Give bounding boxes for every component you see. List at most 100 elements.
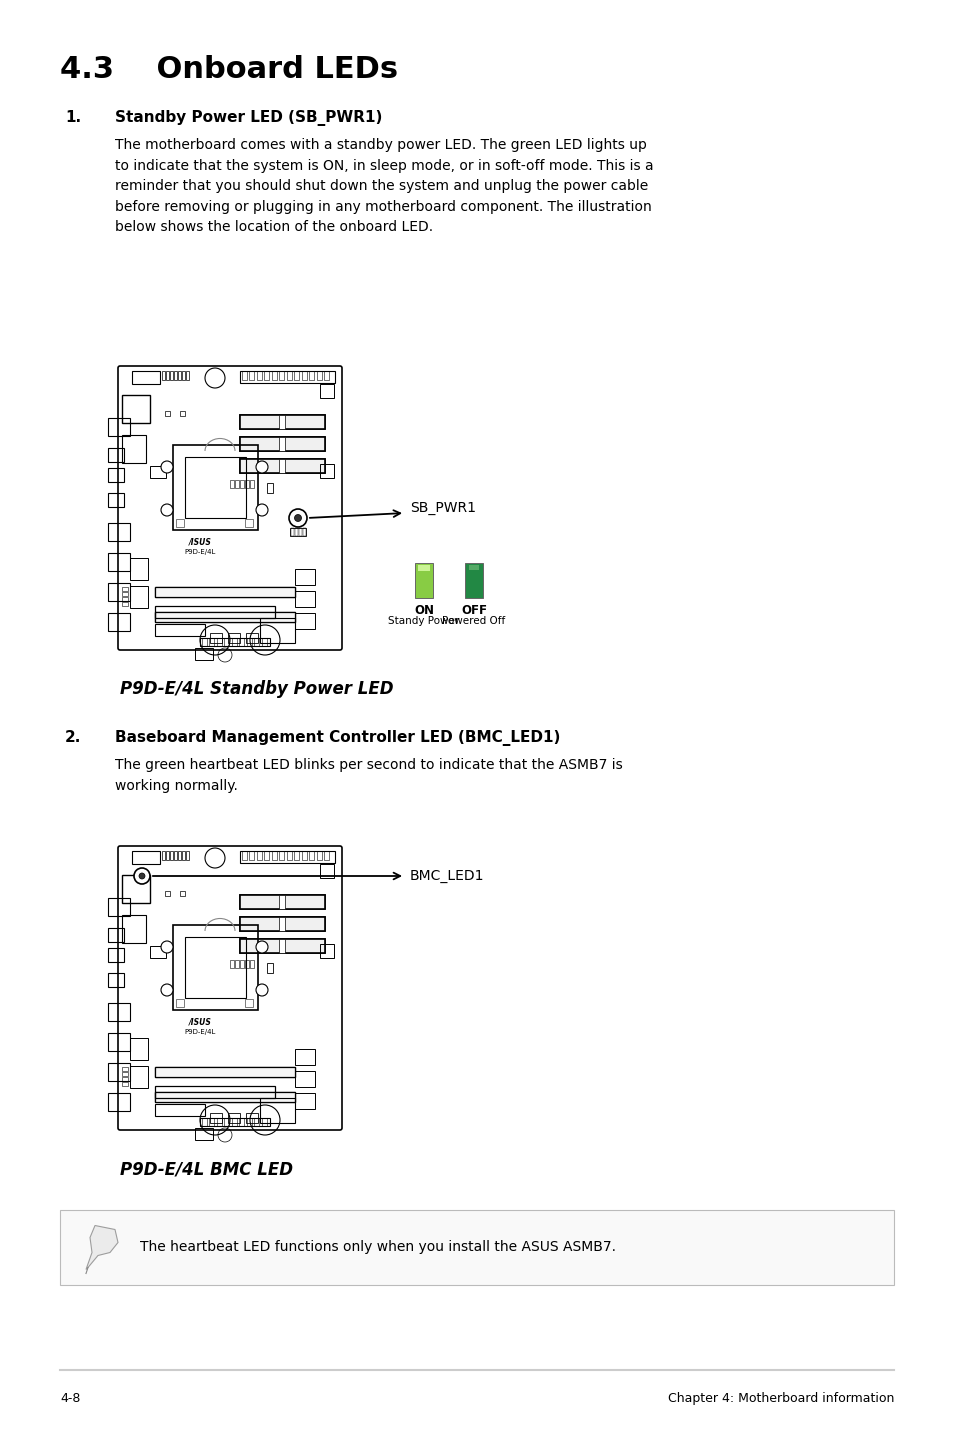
- Bar: [242, 851, 247, 860]
- Bar: [108, 582, 130, 601]
- Bar: [324, 371, 329, 380]
- Bar: [173, 371, 177, 380]
- Bar: [122, 597, 128, 601]
- Bar: [278, 894, 285, 909]
- Bar: [172, 925, 257, 1009]
- Bar: [240, 917, 325, 930]
- Bar: [162, 851, 165, 860]
- Text: P9D-E/4L Standby Power LED: P9D-E/4L Standby Power LED: [120, 680, 393, 697]
- Bar: [154, 587, 294, 597]
- Circle shape: [255, 940, 268, 953]
- Bar: [172, 444, 257, 531]
- Bar: [108, 1002, 130, 1021]
- Bar: [250, 961, 253, 968]
- Text: BMC_LED1: BMC_LED1: [410, 869, 484, 883]
- Bar: [319, 943, 334, 958]
- Bar: [165, 892, 170, 896]
- Bar: [210, 638, 214, 646]
- Bar: [464, 564, 482, 598]
- Bar: [240, 437, 325, 452]
- Bar: [239, 638, 244, 646]
- Bar: [291, 528, 294, 536]
- Bar: [165, 411, 170, 416]
- Bar: [309, 371, 314, 380]
- Bar: [154, 1104, 205, 1116]
- Bar: [224, 638, 230, 646]
- Bar: [108, 554, 130, 571]
- Bar: [108, 974, 124, 986]
- Bar: [108, 1063, 130, 1081]
- Bar: [240, 894, 325, 909]
- Bar: [122, 874, 150, 903]
- Bar: [108, 948, 124, 962]
- Bar: [278, 416, 285, 429]
- Bar: [210, 1113, 222, 1123]
- Bar: [469, 565, 478, 569]
- Text: Chapter 4: Motherboard information: Chapter 4: Motherboard information: [667, 1392, 893, 1405]
- Bar: [272, 371, 276, 380]
- Bar: [319, 464, 334, 477]
- Text: Standy Power: Standy Power: [388, 615, 459, 626]
- Bar: [245, 999, 253, 1007]
- Bar: [294, 613, 314, 628]
- Circle shape: [161, 503, 172, 516]
- Bar: [150, 946, 166, 958]
- Bar: [319, 864, 334, 879]
- Bar: [324, 851, 329, 860]
- Polygon shape: [86, 1225, 118, 1270]
- Text: The motherboard comes with a standby power LED. The green LED lights up
to indic: The motherboard comes with a standby pow…: [115, 138, 653, 234]
- Text: SB_PWR1: SB_PWR1: [410, 500, 476, 515]
- Bar: [240, 894, 325, 909]
- Bar: [246, 1113, 257, 1123]
- Bar: [194, 1127, 213, 1140]
- Bar: [170, 851, 172, 860]
- Bar: [250, 371, 254, 380]
- Bar: [294, 1048, 314, 1066]
- Bar: [240, 416, 325, 429]
- Text: /ISUS: /ISUS: [189, 538, 212, 546]
- Bar: [309, 851, 314, 860]
- Bar: [240, 939, 325, 953]
- Text: 1.: 1.: [65, 109, 81, 125]
- Bar: [108, 418, 130, 436]
- Bar: [262, 1117, 267, 1126]
- Bar: [132, 371, 160, 384]
- Bar: [272, 851, 276, 860]
- Text: Powered Off: Powered Off: [442, 615, 505, 626]
- Bar: [154, 1091, 294, 1102]
- Bar: [302, 851, 307, 860]
- Bar: [170, 371, 172, 380]
- Text: The green heartbeat LED blinks per second to indicate that the ASMB7 is
working : The green heartbeat LED blinks per secon…: [115, 758, 622, 792]
- Bar: [287, 851, 292, 860]
- Bar: [216, 638, 222, 646]
- Bar: [130, 558, 148, 580]
- Bar: [245, 519, 253, 526]
- Bar: [278, 459, 285, 473]
- Bar: [210, 1117, 214, 1126]
- Bar: [294, 569, 314, 585]
- Bar: [240, 416, 325, 429]
- Bar: [247, 1117, 252, 1126]
- Circle shape: [161, 462, 172, 473]
- Bar: [240, 917, 325, 930]
- Bar: [130, 587, 148, 608]
- Bar: [240, 371, 335, 383]
- Bar: [186, 371, 189, 380]
- Bar: [154, 1067, 294, 1077]
- Bar: [180, 892, 185, 896]
- Bar: [254, 638, 259, 646]
- Bar: [162, 371, 165, 380]
- Bar: [264, 371, 269, 380]
- Text: /ISUS: /ISUS: [189, 1018, 212, 1027]
- Bar: [150, 466, 166, 477]
- Bar: [298, 528, 302, 536]
- Text: Standby Power LED (SB_PWR1): Standby Power LED (SB_PWR1): [115, 109, 382, 127]
- Bar: [154, 1091, 294, 1102]
- Bar: [302, 371, 307, 380]
- Bar: [264, 851, 269, 860]
- Circle shape: [255, 503, 268, 516]
- Bar: [240, 459, 325, 473]
- Bar: [122, 436, 146, 463]
- Circle shape: [255, 462, 268, 473]
- Bar: [260, 618, 294, 643]
